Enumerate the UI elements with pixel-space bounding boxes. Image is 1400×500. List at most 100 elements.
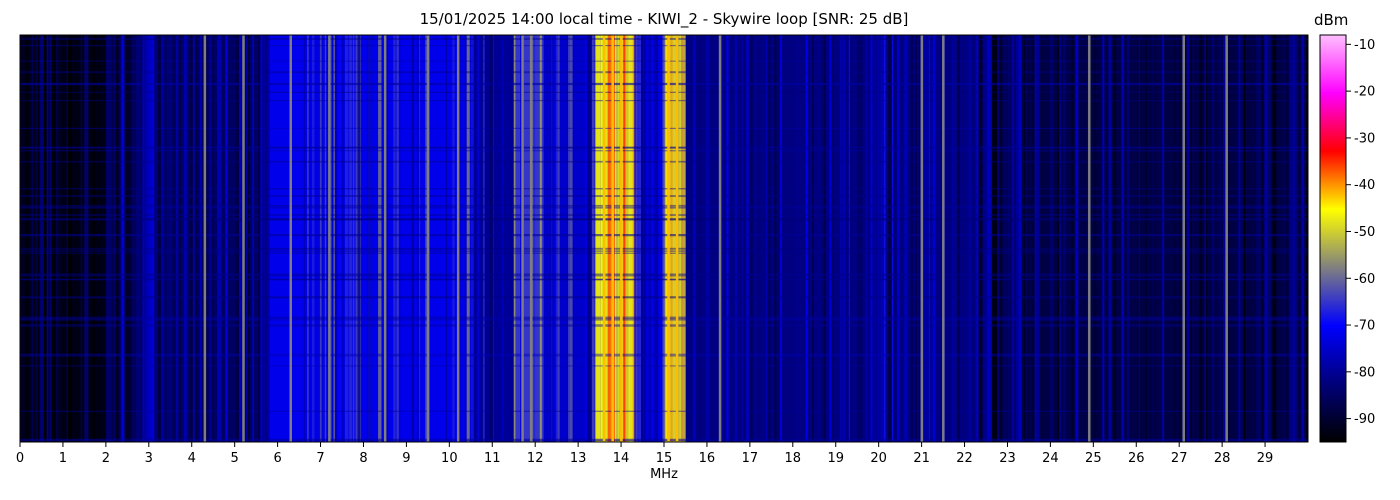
carrier-line bbox=[942, 35, 945, 442]
spectrum-texture-line bbox=[1108, 35, 1112, 442]
spectrum-texture-line bbox=[68, 35, 72, 442]
interference-row bbox=[20, 438, 1308, 442]
spectrum-texture-line bbox=[136, 35, 139, 442]
spectrum-texture-line bbox=[932, 35, 936, 442]
x-tick-label: 25 bbox=[1085, 451, 1102, 466]
spectrum-texture-line bbox=[179, 35, 183, 442]
carrier-line bbox=[289, 35, 292, 442]
spectrum-texture-line bbox=[874, 35, 877, 442]
spectrum-texture-line bbox=[1238, 35, 1241, 442]
carrier-line bbox=[521, 35, 524, 442]
spectrum-texture-line bbox=[1292, 35, 1296, 442]
spectrum-texture-line bbox=[1007, 35, 1010, 442]
spectrum-texture-line bbox=[357, 35, 361, 442]
interference-row bbox=[20, 214, 1308, 216]
x-tick-label: 8 bbox=[359, 451, 367, 466]
spectrum-texture-line bbox=[692, 35, 696, 442]
x-tick-label: 2 bbox=[102, 451, 110, 466]
interference-row bbox=[20, 188, 1308, 190]
interference-row bbox=[20, 82, 1308, 85]
spectrum-texture-line bbox=[337, 35, 339, 442]
x-tick-label: 0 bbox=[16, 451, 24, 466]
spectrum-texture-line bbox=[86, 35, 89, 442]
spectrum-texture-line bbox=[115, 35, 119, 442]
spectrum-texture-line bbox=[885, 35, 889, 442]
spectrum-texture-line bbox=[158, 35, 161, 442]
interference-row bbox=[20, 146, 1308, 149]
carrier-line bbox=[383, 35, 387, 442]
carrier-line bbox=[667, 35, 670, 442]
spectrum-texture-line bbox=[682, 35, 686, 442]
spectrum-texture-line bbox=[369, 35, 373, 442]
spectrum-texture-line bbox=[23, 35, 25, 442]
spectrum-texture-line bbox=[93, 35, 96, 442]
interference-row bbox=[20, 274, 1308, 277]
spectrum-texture-line bbox=[997, 35, 1000, 442]
spectrum-texture-line bbox=[142, 35, 145, 442]
spectrum-texture-line bbox=[260, 35, 263, 442]
x-tick-label: 19 bbox=[827, 451, 844, 466]
carrier-line bbox=[718, 35, 722, 442]
interference-row bbox=[20, 252, 1308, 254]
colorbar-tick-label: -70 bbox=[1354, 319, 1375, 334]
spectrum-texture-line bbox=[352, 35, 354, 442]
spectrum-texture-line bbox=[137, 35, 140, 442]
spectrum-texture-line bbox=[520, 35, 522, 442]
spectrum-texture-line bbox=[910, 35, 914, 442]
spectrum-texture-line bbox=[1205, 35, 1208, 442]
spectrum-texture-line bbox=[319, 35, 322, 442]
interference-row bbox=[20, 273, 1308, 275]
spectrum-texture-line bbox=[1002, 35, 1006, 442]
interference-row bbox=[20, 204, 1308, 207]
x-tick-label: 23 bbox=[999, 451, 1016, 466]
colorbar bbox=[1319, 34, 1347, 443]
interference-row bbox=[20, 439, 1308, 441]
x-tick-label: 5 bbox=[231, 451, 239, 466]
spectrum-texture-line bbox=[466, 35, 470, 442]
spectrum-heatmap bbox=[20, 35, 1308, 442]
interference-row bbox=[20, 60, 1308, 62]
interference-row bbox=[20, 37, 1308, 40]
spectrum-texture-line bbox=[1220, 35, 1224, 442]
spectrum-texture-line bbox=[190, 35, 194, 442]
spectrum-texture-line bbox=[39, 35, 41, 442]
colorbar-tick-label: -50 bbox=[1354, 225, 1375, 240]
spectrum-texture-line bbox=[1059, 35, 1061, 442]
spectrum-texture-line bbox=[161, 35, 165, 442]
spectrum-texture-line bbox=[983, 35, 987, 442]
spectrum-texture-line bbox=[904, 35, 908, 442]
spectrum-texture-line bbox=[133, 35, 136, 442]
spectrum-texture-line bbox=[880, 35, 883, 442]
spectrum-texture-line bbox=[1260, 35, 1265, 442]
spectrum-texture-line bbox=[865, 35, 869, 442]
carrier-line bbox=[1088, 35, 1091, 442]
spectrum-texture-line bbox=[724, 35, 726, 442]
x-tick-label: 13 bbox=[570, 451, 587, 466]
spectrum-texture-line bbox=[385, 35, 388, 442]
interference-row bbox=[20, 247, 1308, 250]
spectrum-texture-line bbox=[971, 35, 975, 442]
spectrum-texture-line bbox=[591, 35, 595, 442]
spectrum-texture-line bbox=[1034, 35, 1036, 442]
spectrum-texture-line bbox=[417, 35, 421, 442]
spectrum-texture-line bbox=[1035, 35, 1039, 442]
interference-row bbox=[20, 71, 1308, 74]
x-tick-label: 18 bbox=[785, 451, 802, 466]
spectrum-texture-line bbox=[393, 35, 396, 442]
spectrum-texture-line bbox=[805, 35, 808, 442]
spectrum-texture-line bbox=[1020, 35, 1022, 442]
x-tick-label: 1 bbox=[59, 451, 67, 466]
spectrum-texture-line bbox=[1062, 35, 1067, 442]
x-tick-label: 26 bbox=[1128, 451, 1145, 466]
spectrum-texture-line bbox=[1011, 35, 1015, 442]
x-tick-label: 27 bbox=[1171, 451, 1188, 466]
interference-row bbox=[20, 206, 1308, 209]
spectrum-texture-line bbox=[218, 35, 222, 442]
colorbar-tick-label: -30 bbox=[1354, 131, 1375, 146]
carrier-line bbox=[675, 35, 679, 442]
spectrum-texture-line bbox=[1080, 35, 1084, 442]
spectrum-texture-line bbox=[1203, 35, 1206, 442]
interference-row bbox=[20, 44, 1308, 47]
spectrum-texture-line bbox=[419, 35, 421, 442]
spectrum-texture-line bbox=[1102, 35, 1105, 442]
